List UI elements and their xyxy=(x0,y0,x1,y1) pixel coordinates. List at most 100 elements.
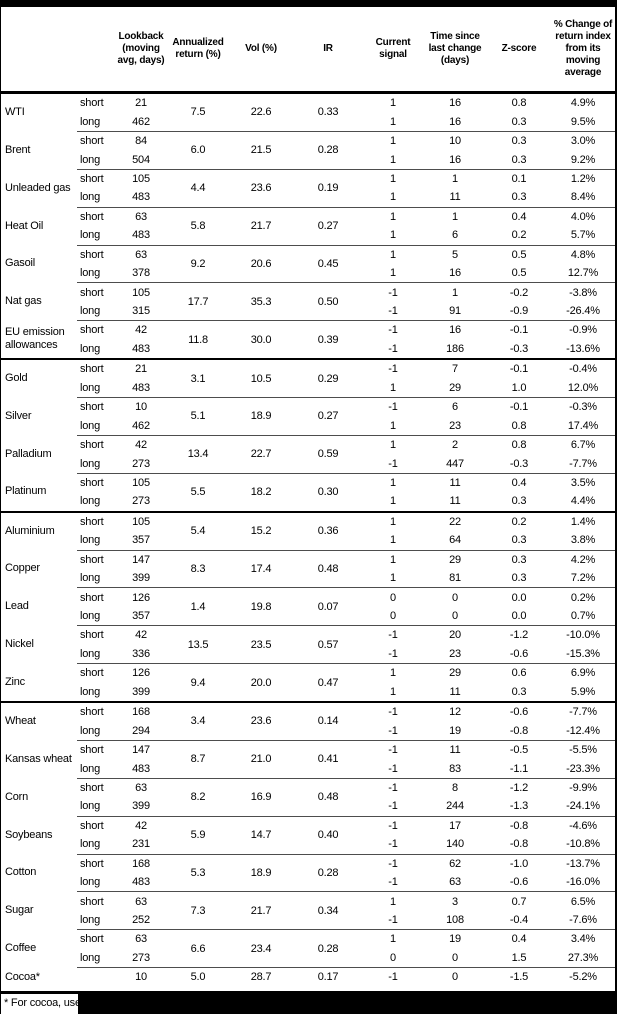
annualized-return-cell: 5.5 xyxy=(167,472,229,512)
zscore-cell: -0.1 xyxy=(487,397,551,417)
pct-change-cell: -10.0% xyxy=(551,625,615,645)
pct-change-cell: 12.7% xyxy=(567,267,599,280)
horizon-label: long xyxy=(80,115,100,128)
table-row: Heat Oil short 63 5.8 21.7 0.27 1 1 0.4 4.0% xyxy=(1,206,615,245)
commodity-name-cell: Copper xyxy=(5,562,40,575)
pct-change-cell: -12.4% xyxy=(566,724,600,737)
table-row: long 462 1 23 0.8 17.4% xyxy=(1,416,615,435)
signal-cell: 0 xyxy=(390,610,396,623)
time-since-cell: 17 xyxy=(423,815,487,836)
table-row: long 336 -1 23 -0.6 -15.3% xyxy=(1,645,615,664)
time-since-cell: 64 xyxy=(449,534,461,547)
annualized-return-cell: 1.4 xyxy=(167,587,229,626)
table-row: long 504 1 16 0.3 9.2% xyxy=(1,150,615,169)
table-row: Coffee short 63 6.6 23.4 0.28 1 19 0.4 3.4% xyxy=(1,929,615,968)
ir-cell: 0.28 xyxy=(293,130,363,170)
signal-cell: -1 xyxy=(388,762,398,775)
zscore-cell: -0.1 xyxy=(487,358,551,379)
pct-change-cell: -15.3% xyxy=(566,647,600,660)
lookback-cell: 63 xyxy=(115,891,167,911)
time-since-cell: 16 xyxy=(449,97,461,110)
commodity-name-cell: Brent xyxy=(5,143,31,156)
vol-cell: 23.6 xyxy=(229,168,293,208)
signal-cell: -1 xyxy=(363,397,423,417)
pct-change-cell: -5.2% xyxy=(551,967,615,987)
pct-change-cell: 3.0% xyxy=(551,130,615,151)
commodity-name-cell: Kansas wheat xyxy=(5,752,72,765)
time-since-cell: 244 xyxy=(446,800,464,813)
table-row: Soybeans short 42 5.9 14.7 0.40 -1 17 -0.8 -4.6% xyxy=(1,815,615,854)
annualized-return-cell: 13.5 xyxy=(167,625,229,664)
zscore-cell: 0.3 xyxy=(487,549,551,569)
header-annualized-return: Annualized return (%) xyxy=(167,7,229,94)
zscore-cell: -1.2 xyxy=(487,625,551,645)
annualized-return-cell: 7.3 xyxy=(167,891,229,930)
signal-cell: 1 xyxy=(390,534,396,547)
table-row: long 483 1 6 0.2 5.7% xyxy=(1,226,615,245)
signal-cell: -1 xyxy=(388,647,398,660)
annualized-return-cell: 5.3 xyxy=(167,853,229,892)
horizon-label: long xyxy=(80,647,100,660)
horizon-label: long xyxy=(80,685,100,698)
signal-cell: 1 xyxy=(363,549,423,569)
signal-cell: 1 xyxy=(363,891,423,911)
signal-cell: -1 xyxy=(363,853,423,873)
table-row: Nat gas short 105 17.7 35.3 0.50 -1 1 -0.2 -3.8% xyxy=(1,282,615,321)
pct-change-cell: 5.7% xyxy=(570,229,596,242)
lookback-cell: 483 xyxy=(132,191,150,204)
signal-cell: -1 xyxy=(388,724,398,737)
lookback-cell: 483 xyxy=(132,762,150,775)
signal-cell: 1 xyxy=(390,495,396,508)
lookback-cell: 399 xyxy=(132,800,150,813)
time-since-cell: 29 xyxy=(449,381,461,394)
horizon-label: short xyxy=(77,929,115,949)
horizon-label: long xyxy=(80,724,100,737)
vol-cell: 23.6 xyxy=(229,700,293,741)
signal-cell: -1 xyxy=(363,358,423,379)
vol-cell: 21.0 xyxy=(229,739,293,779)
ir-cell: 0.45 xyxy=(293,244,363,283)
ir-cell: 0.39 xyxy=(293,320,363,360)
horizon-label: short xyxy=(77,739,115,760)
zscore-cell: -0.8 xyxy=(509,724,529,737)
time-since-cell: 1 xyxy=(423,206,487,227)
commodity-name-cell: Unleaded gas xyxy=(5,181,71,194)
table-row: long 273 0 0 1.5 27.3% xyxy=(1,949,615,968)
horizon-label: long xyxy=(80,457,100,470)
signal-cell: -1 xyxy=(388,876,398,889)
momentum-signals-table: Lookback (moving avg, days) Annualized r… xyxy=(1,7,615,987)
horizon-label: short xyxy=(77,434,115,455)
signal-cell: -1 xyxy=(363,815,423,836)
horizon-label: long xyxy=(80,762,100,775)
annualized-return-cell: 5.1 xyxy=(167,397,229,436)
table-row: long 273 1 11 0.3 4.4% xyxy=(1,492,615,511)
zscore-cell: 0.8 xyxy=(511,419,527,432)
signal-cell: 1 xyxy=(363,929,423,949)
signal-cell: -1 xyxy=(363,739,423,760)
pct-change-cell: -13.6% xyxy=(566,342,600,355)
ir-cell: 0.57 xyxy=(293,625,363,664)
zscore-cell: -1.5 xyxy=(487,967,551,987)
pct-change-cell: 12.0% xyxy=(567,381,599,394)
signal-cell: -1 xyxy=(388,800,398,813)
table-row: Kansas wheat short 147 8.7 21.0 0.41 -1 11 -0.5-… xyxy=(1,739,615,779)
vol-cell: 20.6 xyxy=(229,244,293,283)
pct-change-cell: 6.7% xyxy=(551,434,615,455)
lookback-cell: 63 xyxy=(115,777,167,798)
signal-cell: -1 xyxy=(363,320,423,340)
time-since-cell: 16 xyxy=(423,320,487,340)
signal-cell: 1 xyxy=(363,663,423,683)
signal-cell: 1 xyxy=(390,685,396,698)
header-lookback: Lookback (moving avg, days) xyxy=(115,7,167,94)
annualized-return-cell: 5.4 xyxy=(167,510,229,550)
ir-cell: 0.19 xyxy=(293,168,363,208)
time-since-cell: 91 xyxy=(449,305,461,318)
lookback-cell: 399 xyxy=(132,572,150,585)
table-row: long 483 1 11 0.3 8.4% xyxy=(1,188,615,207)
horizon-label: long xyxy=(80,495,100,508)
annualized-return-cell: 9.4 xyxy=(167,663,229,702)
lookback-cell: 273 xyxy=(132,495,150,508)
zscore-cell: 0.2 xyxy=(487,510,551,532)
header-horizon xyxy=(77,7,115,94)
signal-cell: -1 xyxy=(388,838,398,851)
